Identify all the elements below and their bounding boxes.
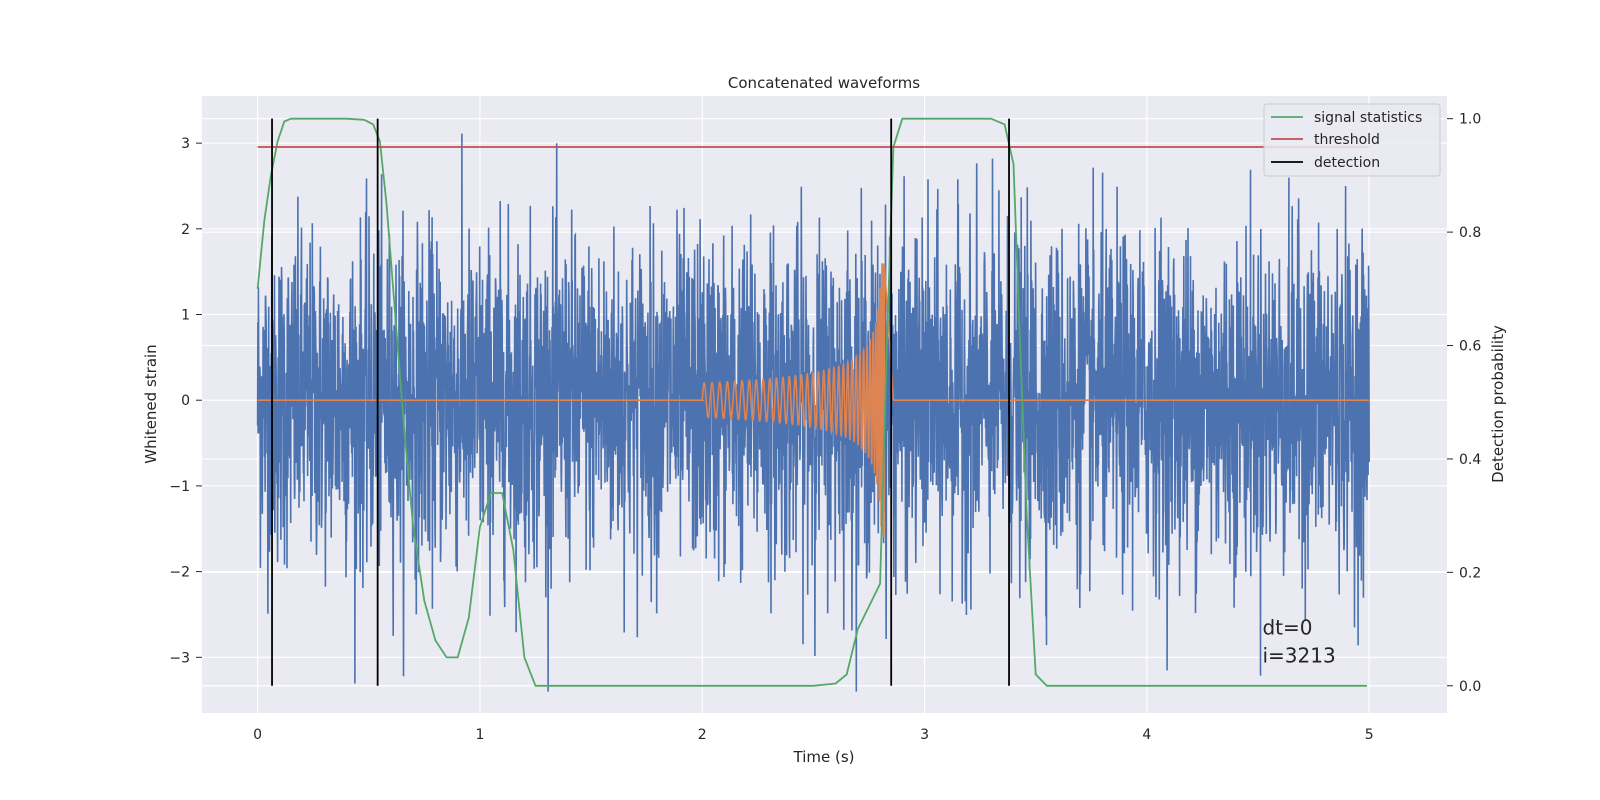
legend-label-signal-statistics: signal statistics [1314, 110, 1422, 126]
y2-tick-label-4: 0.8 [1459, 225, 1481, 241]
y-tick-label-2: −1 [169, 479, 190, 495]
y2-tick-label-5: 1.0 [1459, 112, 1481, 128]
legend-label-threshold: threshold [1314, 132, 1380, 148]
annotation-index: i=3213 [1262, 644, 1335, 668]
chart-title: Concatenated waveforms [728, 74, 920, 92]
y2-axis-label: Detection probability [1489, 325, 1507, 483]
series-whitened-strain-noise [256, 133, 1370, 692]
x-tick-label-5: 5 [1365, 727, 1374, 743]
y2-tick-label-1: 0.2 [1459, 565, 1481, 581]
series-injected-chirp [257, 263, 1370, 538]
y-tick-label-3: 0 [181, 393, 190, 409]
x-axis-label: Time (s) [793, 748, 855, 766]
annotation-text: dt=0 i=3213 [1262, 616, 1335, 668]
y-tick-label-6: 3 [181, 136, 190, 152]
y-axis-label: Whitened strain [142, 344, 160, 463]
legend-label-detection: detection [1314, 155, 1380, 171]
x-tick-label-4: 4 [1142, 727, 1151, 743]
y-tick-label-5: 2 [181, 222, 190, 238]
x-tick-label-3: 3 [920, 727, 929, 743]
y-tick-label-4: 1 [181, 308, 190, 324]
y2-tick-label-3: 0.6 [1459, 339, 1481, 355]
y-tick-label-0: −3 [169, 650, 190, 666]
y2-tick-label-0: 0.0 [1459, 679, 1481, 695]
ticks: 0 1 2 3 4 5 −3 −2 −1 0 1 2 3 0.0 0.2 0.4 0.6 0.8 1.0 [169, 112, 1481, 743]
x-tick-label-0: 0 [253, 727, 262, 743]
plot-lines [256, 117, 1370, 692]
legend-box [1263, 103, 1441, 177]
y2-tick-label-2: 0.4 [1459, 452, 1481, 468]
y-tick-label-1: −2 [169, 565, 190, 581]
legend: signal statistics threshold detection [1263, 103, 1441, 177]
x-tick-label-1: 1 [475, 727, 484, 743]
x-tick-label-2: 2 [698, 727, 707, 743]
annotation-dt: dt=0 [1262, 616, 1312, 640]
